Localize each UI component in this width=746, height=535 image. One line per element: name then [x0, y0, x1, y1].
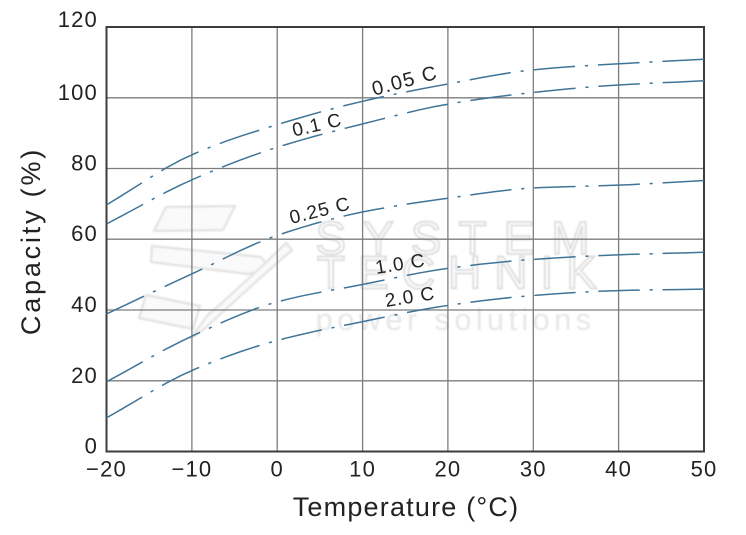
- svg-text:SYSTEM: SYSTEM: [315, 212, 606, 264]
- svg-text:−10: −10: [171, 457, 212, 482]
- svg-text:120: 120: [58, 7, 98, 32]
- svg-text:20: 20: [434, 457, 461, 482]
- svg-text:50: 50: [691, 457, 718, 482]
- svg-text:80: 80: [71, 151, 98, 176]
- svg-text:40: 40: [605, 457, 632, 482]
- svg-text:Capacity (%): Capacity (%): [16, 147, 46, 335]
- svg-text:Temperature (°C): Temperature (°C): [293, 492, 520, 522]
- svg-text:30: 30: [520, 457, 547, 482]
- svg-text:0: 0: [85, 434, 98, 459]
- svg-text:power solutions: power solutions: [316, 302, 596, 337]
- svg-text:40: 40: [71, 292, 98, 317]
- svg-text:0: 0: [270, 457, 283, 482]
- svg-text:60: 60: [71, 221, 98, 246]
- svg-text:100: 100: [58, 80, 98, 105]
- svg-text:20: 20: [71, 363, 98, 388]
- svg-text:10: 10: [349, 457, 376, 482]
- svg-text:TECHNIK: TECHNIK: [317, 247, 610, 299]
- svg-text:−20: −20: [86, 457, 127, 482]
